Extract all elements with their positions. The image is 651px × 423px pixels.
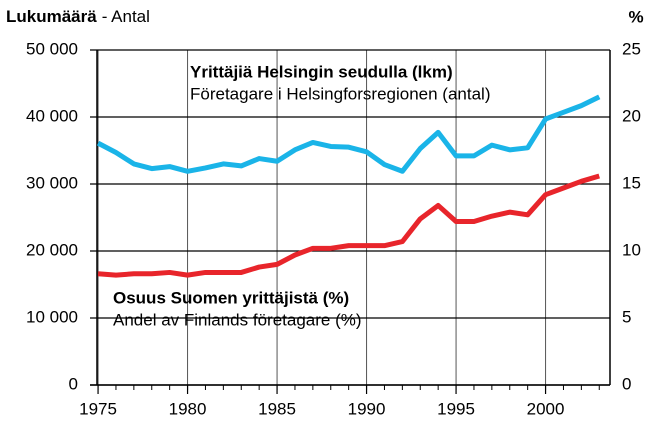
- series-label-sv: Andel av Finlands företagare (%): [113, 310, 362, 329]
- y2-axis-label: %: [628, 7, 643, 26]
- y-axis-label: Lukumäärä - Antal: [6, 7, 150, 26]
- y2-tick-label: 0: [622, 374, 631, 393]
- y2-tick-label: 10: [622, 240, 641, 259]
- y-label-main: Lukumäärä: [6, 7, 97, 26]
- x-tick-label: 1995: [437, 399, 475, 418]
- series-label: Osuus Suomen yrittäjistä (%): [113, 288, 349, 307]
- y-tick-label: 40 000: [26, 106, 78, 125]
- series-line: [97, 173, 600, 278]
- y-tick-label: 20 000: [26, 240, 78, 259]
- y-tick-label: 30 000: [26, 173, 78, 192]
- x-tick-label: 1985: [258, 399, 296, 418]
- y2-tick-label: 20: [622, 106, 641, 125]
- series-label: Yrittäjiä Helsingin seudulla (lkm): [190, 62, 453, 81]
- x-tick-label: 1975: [79, 399, 117, 418]
- series-line: [96, 94, 601, 174]
- y-tick-label: 10 000: [26, 307, 78, 326]
- y-tick-label: 0: [69, 374, 78, 393]
- x-tick-label: 1980: [169, 399, 207, 418]
- x-tick-label: 2000: [527, 399, 565, 418]
- x-tick-label: 1990: [348, 399, 386, 418]
- y2-tick-label: 5: [622, 307, 631, 326]
- y2-tick-label: 15: [622, 173, 641, 192]
- series-label-sv: Företagare i Helsingforsregionen (antal): [190, 84, 491, 103]
- y2-tick-label: 25: [622, 39, 641, 58]
- y-tick-label: 50 000: [26, 39, 78, 58]
- y-label-sv: - Antal: [102, 7, 150, 26]
